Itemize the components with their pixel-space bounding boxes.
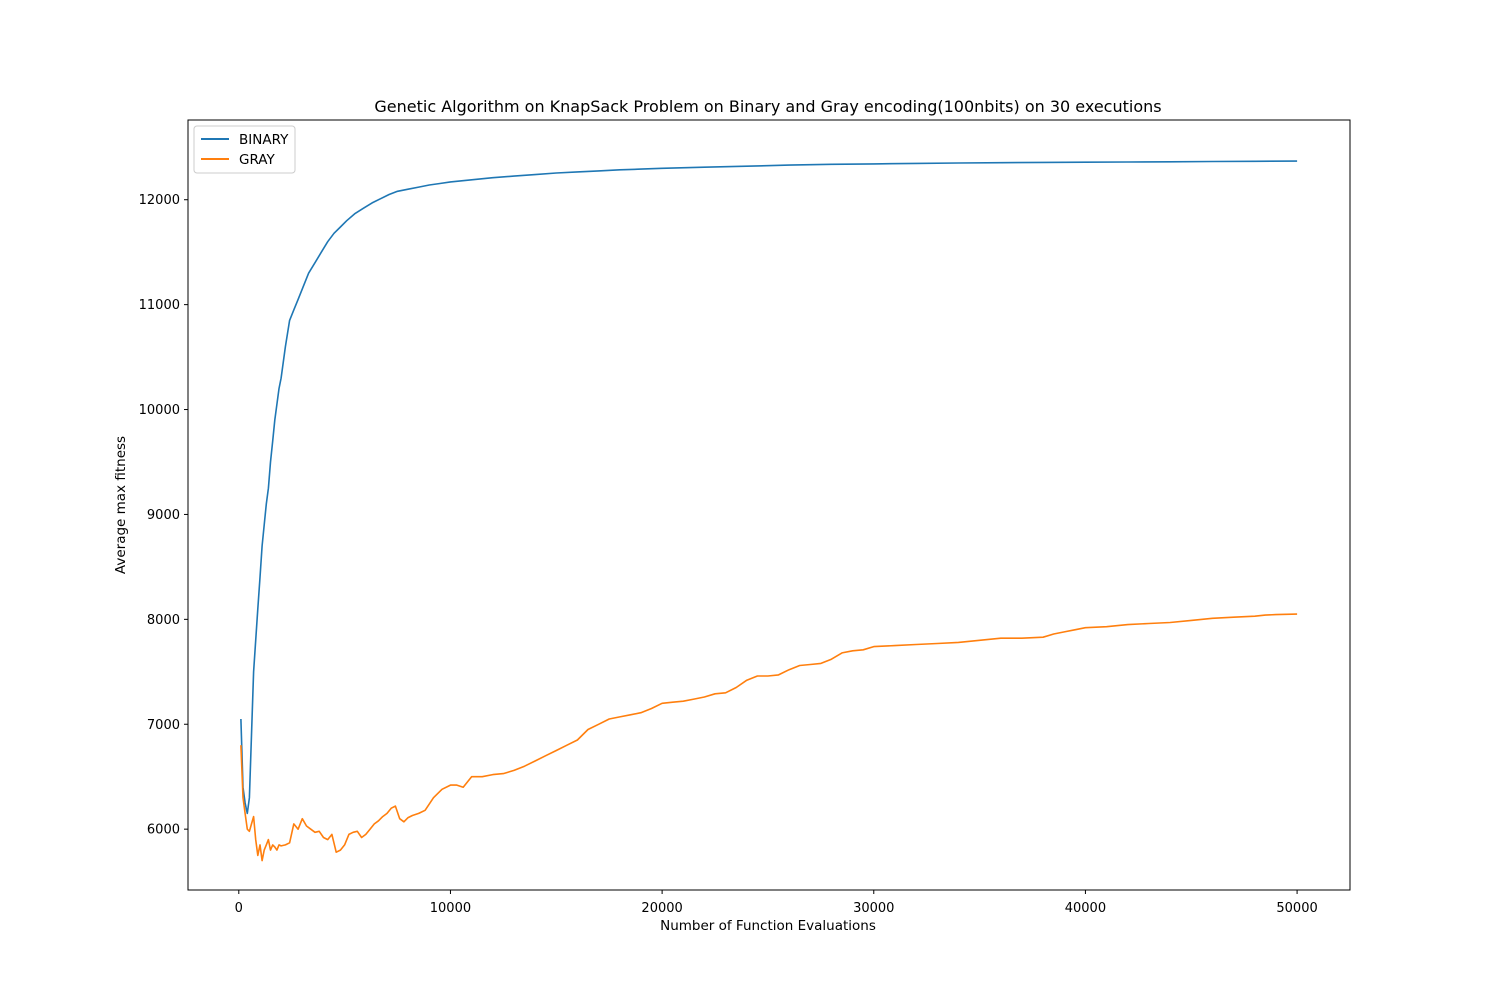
y-tick-label: 6000 (147, 823, 180, 838)
plot-lines (240, 160, 1298, 862)
y-tick-label: 7000 (147, 718, 180, 733)
y-tick-label: 12000 (139, 193, 180, 208)
y-axis-label: Average max fitness (113, 436, 129, 574)
y-tick-label: 9000 (147, 508, 180, 523)
x-axis-label: Number of Function Evaluations (660, 918, 876, 934)
series-line-binary (240, 160, 1298, 815)
y-tick-label: 10000 (139, 403, 180, 418)
y-axis: 6000 7000 8000 9000 10000 11000 12000 (139, 193, 188, 838)
x-tick-label: 20000 (641, 901, 682, 916)
chart-title: Genetic Algorithm on KnapSack Problem on… (374, 97, 1161, 116)
x-tick-label: 30000 (853, 901, 894, 916)
x-axis: 0 10000 20000 30000 40000 50000 (235, 890, 1318, 916)
x-tick-label: 10000 (430, 901, 471, 916)
legend-label-binary: BINARY (239, 132, 289, 148)
series-line-gray (240, 613, 1298, 862)
x-tick-label: 50000 (1276, 901, 1317, 916)
legend-label-gray: GRAY (239, 152, 275, 168)
x-tick-label: 0 (235, 901, 243, 916)
y-tick-label: 8000 (147, 613, 180, 628)
legend: BINARY GRAY (193, 125, 296, 174)
axes-frame (187, 119, 1351, 891)
legend-box (193, 125, 296, 174)
x-tick-label: 40000 (1065, 901, 1106, 916)
y-tick-label: 11000 (139, 298, 180, 313)
